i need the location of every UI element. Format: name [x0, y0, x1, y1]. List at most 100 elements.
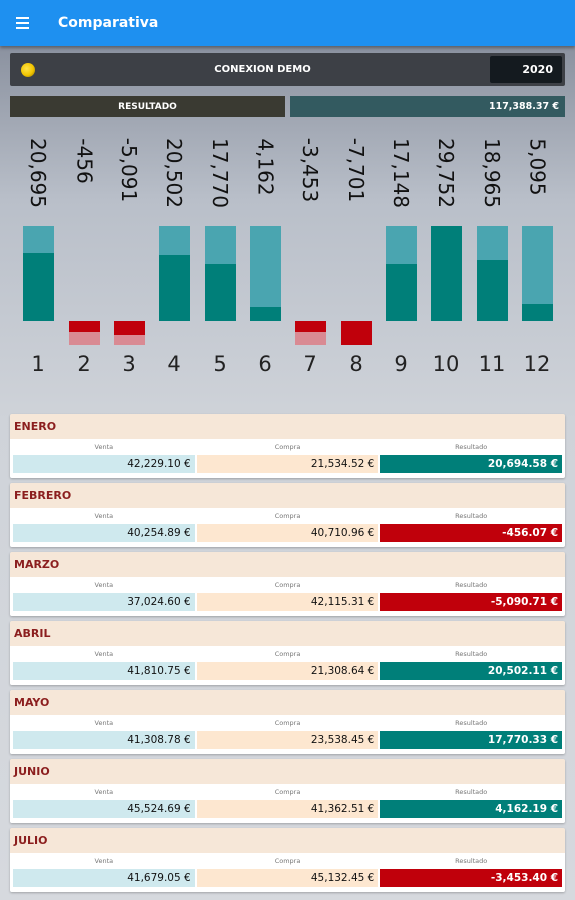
month-card[interactable]: JULIO Venta 41,679.05 € Compra 45,132.45 € Re… — [10, 828, 565, 892]
venta-value: 45,524.69 € — [13, 800, 195, 818]
resultado-col-label: Resultado — [455, 581, 488, 589]
month-name: FEBRERO — [10, 483, 565, 508]
venta-label: Venta — [94, 581, 114, 589]
resultado-month-value: -3,453.40 € — [380, 869, 563, 887]
compra-label: Compra — [274, 443, 301, 451]
bar-month-11[interactable] — [476, 226, 508, 321]
year-selector[interactable]: 2020 — [490, 56, 562, 83]
bar-fill-month-3 — [113, 321, 145, 336]
month-name: ENERO — [10, 414, 565, 439]
bar-month-10[interactable] — [430, 226, 462, 321]
compra-value: 45,132.45 € — [196, 869, 379, 887]
value-label-month-1: 20,695 — [25, 138, 50, 208]
month-number-11: 11 — [478, 352, 506, 376]
month-number-9: 9 — [394, 352, 408, 376]
venta-value: 41,810.75 € — [13, 662, 195, 680]
month-values: Venta 41,679.05 € Compra 45,132.45 € Resulta… — [10, 853, 565, 892]
venta-column: Venta 41,810.75 € — [13, 646, 195, 683]
compra-value: 23,538.45 € — [196, 731, 379, 749]
resultado-bar: RESULTADO 117,388.37 € — [10, 96, 565, 117]
bar-month-1[interactable] — [22, 226, 54, 321]
value-label-month-2: -456 — [72, 137, 97, 184]
venta-value: 42,229.10 € — [13, 455, 195, 473]
venta-value: 40,254.89 € — [13, 524, 195, 542]
month-name: JULIO — [10, 828, 565, 853]
venta-column: Venta 41,308.78 € — [13, 715, 195, 752]
bar-month-4[interactable] — [158, 226, 190, 321]
bar-month-8[interactable] — [340, 321, 372, 345]
value-label-month-6: 4,162 — [253, 137, 278, 196]
compra-label: Compra — [274, 650, 301, 658]
resultado-month-value: 17,770.33 € — [380, 731, 563, 749]
compra-column: Compra 23,538.45 € — [196, 715, 379, 752]
month-number-5: 5 — [213, 352, 227, 376]
month-name: JUNIO — [10, 759, 565, 784]
venta-column: Venta 41,679.05 € — [13, 853, 195, 890]
compra-column: Compra 21,308.64 € — [196, 646, 379, 683]
bar-month-9[interactable] — [385, 226, 417, 321]
bar-fill-month-12 — [521, 303, 553, 321]
resultado-column: Resultado 4,162.19 € — [380, 784, 563, 821]
venta-column: Venta 37,024.60 € — [13, 577, 195, 614]
month-values: Venta 40,254.89 € Compra 40,710.96 € Resulta… — [10, 508, 565, 547]
bar-month-2[interactable] — [68, 321, 100, 345]
bar-month-5[interactable] — [204, 226, 236, 321]
value-label-month-4: 20,502 — [161, 138, 186, 208]
month-name: ABRIL — [10, 621, 565, 646]
bar-month-6[interactable] — [249, 226, 281, 321]
resultado-col-label: Resultado — [455, 788, 488, 796]
resultado-month-value: 4,162.19 € — [380, 800, 563, 818]
bar-fill-month-4 — [158, 254, 190, 321]
month-card[interactable]: ABRIL Venta 41,810.75 € Compra 21,308.64 € Re… — [10, 621, 565, 685]
bar-fill-month-6 — [249, 306, 281, 321]
month-values: Venta 42,229.10 € Compra 21,534.52 € Resulta… — [10, 439, 565, 478]
monthly-result-chart: 20,695 1 -456 2 -5,091 3 20,502 4 17,770 5 4,162 6 -… — [0, 120, 575, 390]
compra-column: Compra 21,534.52 € — [196, 439, 379, 476]
connection-name: CONEXION DEMO — [214, 64, 311, 75]
connection-bar[interactable]: CONEXION DEMO 2020 — [10, 53, 565, 86]
value-label-month-5: 17,770 — [207, 138, 232, 208]
compra-value: 42,115.31 € — [196, 593, 379, 611]
month-card[interactable]: JUNIO Venta 45,524.69 € Compra 41,362.51 € Re… — [10, 759, 565, 823]
month-number-2: 2 — [77, 352, 91, 376]
compra-column: Compra 40,710.96 € — [196, 508, 379, 545]
bar-fill-month-9 — [385, 264, 417, 321]
month-number-10: 10 — [432, 352, 460, 376]
compra-column: Compra 41,362.51 € — [196, 784, 379, 821]
month-card[interactable]: MAYO Venta 41,308.78 € Compra 23,538.45 € Res… — [10, 690, 565, 754]
compra-label: Compra — [274, 857, 301, 865]
resultado-value: 117,388.37 € — [290, 96, 565, 117]
month-values: Venta 41,308.78 € Compra 23,538.45 € Resulta… — [10, 715, 565, 754]
resultado-col-label: Resultado — [455, 719, 488, 727]
value-label-month-11: 18,965 — [479, 138, 504, 208]
bar-fill-month-8 — [340, 321, 372, 345]
venta-label: Venta — [94, 719, 114, 727]
month-number-8: 8 — [349, 352, 363, 376]
month-name: MAYO — [10, 690, 565, 715]
bar-fill-month-1 — [22, 252, 54, 321]
bar-month-12[interactable] — [521, 226, 553, 321]
venta-value: 37,024.60 € — [13, 593, 195, 611]
bar-month-7[interactable] — [294, 321, 326, 345]
hamburger-menu-icon[interactable] — [0, 0, 44, 46]
month-card[interactable]: ENERO Venta 42,229.10 € Compra 21,534.52 € Re… — [10, 414, 565, 478]
bar-fill-month-7 — [294, 321, 326, 332]
month-name: MARZO — [10, 552, 565, 577]
month-card[interactable]: FEBRERO Venta 40,254.89 € Compra 40,710.96 €… — [10, 483, 565, 547]
month-number-1: 1 — [31, 352, 45, 376]
month-number-12: 12 — [523, 352, 551, 376]
bar-fill-month-10 — [430, 226, 462, 321]
venta-value: 41,308.78 € — [13, 731, 195, 749]
month-card[interactable]: MARZO Venta 37,024.60 € Compra 42,115.31 € Re… — [10, 552, 565, 616]
bar-month-3[interactable] — [113, 321, 145, 345]
bar-fill-month-11 — [476, 260, 508, 321]
bar-fill-month-5 — [204, 264, 236, 321]
resultado-column: Resultado 20,694.58 € — [380, 439, 563, 476]
month-number-3: 3 — [122, 352, 136, 376]
venta-column: Venta 40,254.89 € — [13, 508, 195, 545]
value-label-month-3: -5,091 — [117, 137, 142, 203]
month-values: Venta 41,810.75 € Compra 21,308.64 € Resulta… — [10, 646, 565, 685]
bar-fill-month-2 — [68, 321, 100, 332]
month-values: Venta 37,024.60 € Compra 42,115.31 € Resulta… — [10, 577, 565, 616]
compra-label: Compra — [274, 788, 301, 796]
